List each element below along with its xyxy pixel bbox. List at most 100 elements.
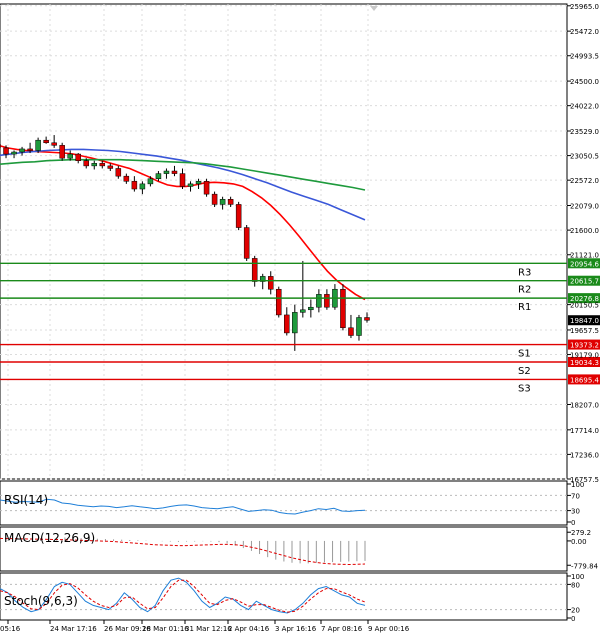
resistance-value-box	[568, 258, 600, 269]
candle	[243, 224, 250, 261]
support-value-box	[568, 356, 600, 367]
candlesticks	[0, 135, 370, 351]
candle-body	[219, 199, 226, 205]
price-tick-label: 25965.0	[570, 3, 599, 11]
price-tick-label: 17714.0	[570, 427, 599, 435]
price-tick-label: 17236.0	[570, 451, 599, 459]
candle	[51, 135, 57, 148]
candle-body	[67, 153, 73, 159]
candle-body	[292, 312, 298, 334]
resistance-value-box	[568, 293, 600, 304]
macd-axis: 279.20.00 -779.84	[567, 529, 599, 570]
candle	[251, 255, 258, 287]
candle	[292, 304, 298, 351]
candle-body	[75, 153, 81, 161]
price-tick-label: 24993.5	[570, 53, 599, 61]
candle-body	[107, 165, 114, 169]
candle	[211, 191, 218, 208]
candle	[115, 165, 122, 179]
candle	[139, 181, 146, 195]
candle	[259, 273, 266, 290]
time-tick-label: 28 Mar 01:16	[142, 625, 189, 633]
price-tick-label: 18207.0	[570, 402, 599, 410]
last-price-label: 19847.0	[570, 317, 599, 325]
candle	[27, 142, 33, 154]
resistance-value: 20954.6	[570, 260, 599, 268]
candle-body	[115, 168, 122, 177]
candle-body	[267, 276, 274, 290]
macd-histogram	[0, 537, 366, 564]
rsi-title: RSI(14)	[4, 493, 48, 507]
candle	[316, 289, 322, 313]
candle	[219, 196, 226, 210]
candle	[67, 150, 73, 161]
last-price-box	[568, 315, 600, 326]
candle	[75, 153, 81, 164]
price-tick-label: 23529.0	[570, 128, 599, 136]
candle	[99, 160, 106, 169]
price-tick-label: 21121.0	[570, 252, 599, 260]
price-tick-label: 23050.5	[570, 153, 599, 161]
candle-body	[35, 139, 41, 151]
candle-body	[356, 317, 362, 336]
candle-body	[348, 327, 354, 336]
sub-axis-label: 100	[571, 481, 584, 489]
resistance-label: R1	[518, 302, 531, 313]
candle	[163, 168, 170, 179]
candle-body	[147, 178, 154, 185]
candle	[131, 176, 138, 192]
sub-axis-label: 0	[571, 615, 575, 623]
candle	[284, 307, 290, 336]
candle	[91, 160, 98, 170]
macd-pane: MACD(12,26,9) 279.20.00 -779.84	[0, 526, 599, 572]
candle-body	[163, 170, 170, 174]
candle-body	[131, 181, 138, 190]
time-tick-label: 31 Mar 12:16	[185, 625, 232, 633]
candle-body	[155, 173, 162, 179]
sub-axis-label: 0.00	[571, 538, 587, 546]
rsi-pane: RSI(14) 100 70 30 0	[0, 480, 584, 527]
candle	[171, 165, 178, 177]
candle	[0, 144, 1, 149]
resistance-label: R2	[518, 285, 531, 296]
support-value: 19034.3	[570, 359, 599, 367]
moving-average-line	[0, 158, 366, 191]
support-value: 18695.4	[570, 376, 599, 384]
macd-signal-line	[0, 537, 366, 566]
candle-body	[91, 163, 98, 167]
candle-body	[123, 175, 130, 182]
candle	[356, 314, 362, 341]
sub-axis-label: -779.84	[571, 562, 599, 570]
candle-body	[27, 148, 33, 151]
price-axis: 25965.0 25472.0 24993.5 24500.0 24022.0 23529…	[567, 3, 599, 484]
candle-body	[211, 193, 218, 205]
macd-signal-series	[0, 537, 366, 566]
candle	[3, 145, 9, 159]
time-tick-label: 2 Apr 04:16	[228, 625, 270, 633]
resistance-value: 20276.8	[570, 295, 599, 303]
support-label: S2	[518, 366, 531, 377]
candle	[276, 286, 282, 318]
candle-body	[324, 294, 330, 308]
resistance-value: 20615.7	[570, 278, 599, 286]
candle-body	[0, 144, 1, 149]
candle	[147, 176, 154, 187]
resistance-label: R3	[518, 267, 531, 278]
candle	[235, 201, 242, 231]
support-label: S3	[518, 383, 531, 394]
moving-average-line	[0, 148, 366, 221]
candle-body	[300, 309, 306, 313]
price-tick-label: 19179.0	[570, 352, 599, 360]
price-tick-label: 16757.5	[570, 476, 599, 484]
support-value-box	[568, 339, 600, 350]
candle-body	[171, 170, 178, 174]
candle-body	[340, 288, 346, 329]
scroll-arrow-icon[interactable]	[370, 6, 378, 11]
time-tick-label: 3 Apr 16:16	[275, 625, 317, 633]
support-value-box	[568, 374, 600, 385]
candle-body	[195, 181, 202, 185]
candle-body	[139, 183, 146, 190]
candle	[203, 178, 210, 197]
candle	[59, 142, 65, 161]
